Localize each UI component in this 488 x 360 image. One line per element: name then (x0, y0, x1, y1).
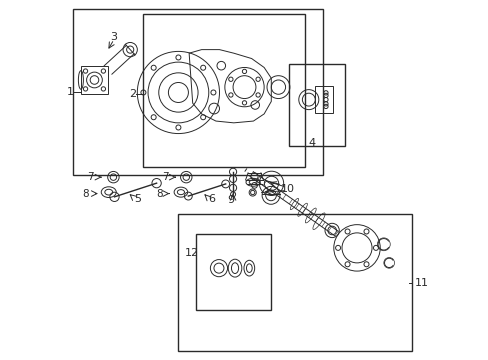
Text: 10: 10 (280, 184, 294, 194)
Text: 11: 11 (414, 278, 427, 288)
Text: 7: 7 (162, 172, 168, 182)
Bar (315, 86, 332, 113)
Text: 1: 1 (67, 87, 74, 98)
Text: 12: 12 (184, 248, 198, 258)
Text: 8: 8 (156, 189, 163, 199)
Bar (178, 214, 411, 351)
Text: 5: 5 (134, 194, 141, 204)
Bar (73, 9, 323, 175)
Text: 9: 9 (227, 195, 234, 205)
Bar (288, 64, 344, 146)
Text: 2: 2 (128, 89, 136, 99)
Bar (81, 66, 108, 94)
Bar (196, 234, 271, 310)
Text: 3: 3 (110, 32, 118, 42)
Text: 6: 6 (208, 194, 215, 204)
Bar (142, 14, 305, 167)
Text: 4: 4 (307, 138, 315, 148)
Text: 8: 8 (82, 189, 89, 199)
Text: 7: 7 (87, 172, 94, 182)
